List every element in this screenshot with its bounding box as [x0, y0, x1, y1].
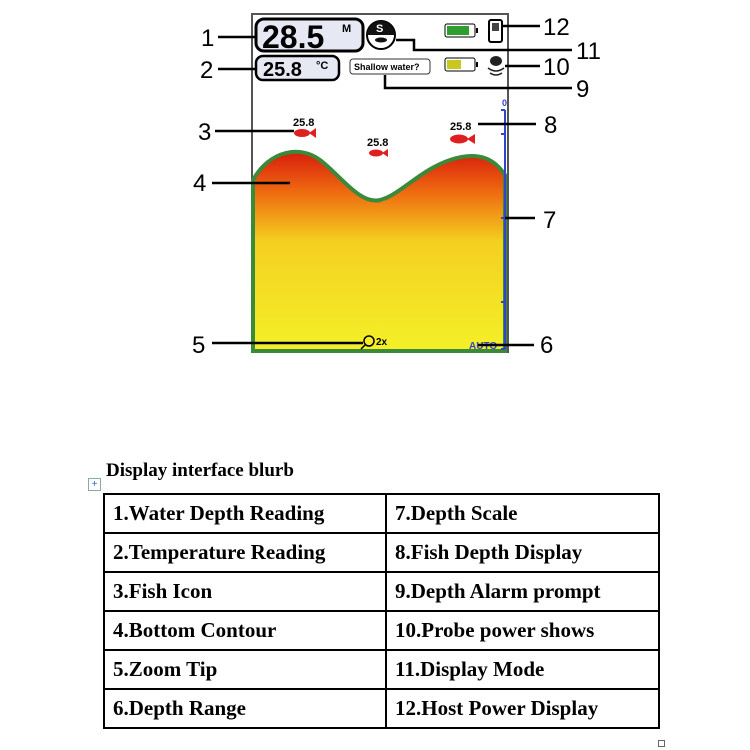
table-cell: 7.Depth Scale	[385, 493, 660, 534]
host-device-icon	[488, 19, 503, 43]
fish-depth-label: 25.8	[293, 117, 314, 129]
table-cell: 9.Depth Alarm prompt	[385, 571, 660, 612]
table-cell: 1.Water Depth Reading	[103, 493, 387, 534]
table-cell: 6.Depth Range	[103, 688, 387, 729]
fish-depth-label: 25.8	[367, 137, 388, 149]
table-cell: 11.Display Mode	[385, 649, 660, 690]
table-cell: 2.Temperature Reading	[103, 532, 387, 573]
sonar-screen: 28.5 M 25.8 °C S Shallow water? 25.8 25.…	[251, 13, 509, 353]
table-cell: 10.Probe power shows	[385, 610, 660, 651]
table-resize-handle[interactable]	[658, 740, 665, 747]
table-row: 5.Zoom Tip 11.Display Mode	[103, 649, 660, 690]
svg-text:2: 2	[200, 57, 213, 84]
bottom-contour	[251, 149, 507, 353]
callout-lines	[212, 24, 572, 347]
probe-icon	[487, 56, 505, 76]
legend-table: 1.Water Depth Reading 7.Depth Scale 2.Tem…	[103, 493, 660, 729]
zoom-tip: 2x	[376, 337, 388, 348]
svg-text:9: 9	[576, 76, 589, 103]
depth-unit: M	[342, 23, 351, 35]
svg-text:1: 1	[201, 25, 214, 52]
svg-text:10: 10	[543, 54, 570, 81]
table-row: 4.Bottom Contour 10.Probe power shows	[103, 610, 660, 651]
host-battery-icon	[444, 23, 478, 38]
table-caption: Display interface blurb	[106, 460, 294, 481]
temperature-unit: °C	[316, 60, 328, 72]
callout-numbers: 1 2 3 4 5 6 7 8 9 10 11 12	[192, 14, 601, 359]
svg-text:12: 12	[543, 14, 570, 41]
table-cell: 8.Fish Depth Display	[385, 532, 660, 573]
svg-text:S: S	[376, 23, 383, 35]
table-row: 3.Fish Icon 9.Depth Alarm prompt	[103, 571, 660, 612]
table-cell: 5.Zoom Tip	[103, 649, 387, 690]
probe-battery-icon	[444, 57, 478, 72]
fish-depth-label: 25.8	[450, 121, 471, 133]
depth-scale	[501, 109, 506, 350]
svg-text:11: 11	[576, 38, 601, 65]
svg-text:3: 3	[198, 119, 211, 146]
svg-text:6: 6	[540, 332, 553, 359]
depth-range: AUTO	[469, 341, 497, 352]
svg-text:5: 5	[192, 332, 205, 359]
svg-text:8: 8	[544, 112, 557, 139]
table-row: 1.Water Depth Reading 7.Depth Scale	[103, 493, 660, 534]
table-move-handle[interactable]: +	[88, 478, 101, 491]
depth-alarm-prompt: Shallow water?	[354, 62, 420, 72]
fish-icon	[294, 128, 475, 157]
table-row: 2.Temperature Reading 8.Fish Depth Displa…	[103, 532, 660, 573]
svg-text:4: 4	[193, 170, 206, 197]
depth-scale-top: 0	[502, 98, 507, 108]
svg-text:7: 7	[543, 207, 556, 234]
display-mode-icon: S	[366, 20, 396, 50]
table-cell: 4.Bottom Contour	[103, 610, 387, 651]
fishfinder-diagram: 28.5 M 25.8 °C S Shallow water? 25.8 25.…	[192, 13, 601, 359]
table-row: 6.Depth Range 12.Host Power Display	[103, 688, 660, 729]
table-cell: 3.Fish Icon	[103, 571, 387, 612]
temperature-value: 25.8	[263, 59, 302, 81]
water-depth-value: 28.5	[262, 19, 324, 55]
table-cell: 12.Host Power Display	[385, 688, 660, 729]
zoom-icon	[360, 335, 375, 350]
